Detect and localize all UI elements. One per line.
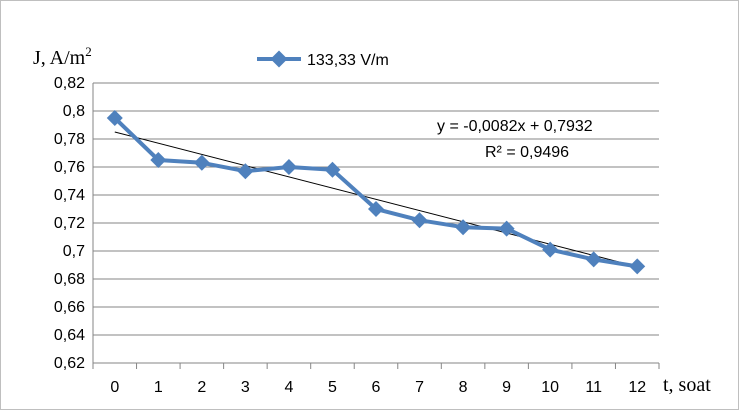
y-tick-label: 0,8 [63, 103, 85, 120]
x-tick-labels: 0 1 2 3 4 5 6 7 8 9 10 11 12 [110, 379, 646, 396]
y-tick-label: 0,72 [54, 215, 85, 232]
y-tick-label: 0,7 [63, 243, 85, 260]
x-axis-title: t, soat [663, 374, 711, 396]
legend-marker [270, 50, 288, 68]
y-tick-label: 0,68 [54, 271, 85, 288]
x-tick-label: 4 [284, 379, 293, 396]
series-group [106, 110, 646, 275]
x-tick-label: 5 [328, 379, 337, 396]
y-axis-title: J, A/m2 [33, 44, 92, 69]
x-tick-label: 11 [585, 379, 602, 396]
x-tick-label: 8 [459, 379, 468, 396]
data-point-marker [193, 154, 210, 171]
x-tick-label: 12 [628, 379, 646, 396]
data-point-marker [324, 161, 341, 178]
data-point-marker [585, 251, 602, 268]
y-tick-label: 0,64 [54, 327, 85, 344]
y-tick-label: 0,78 [54, 131, 85, 148]
x-tick-label: 2 [197, 379, 206, 396]
series-line [113, 116, 638, 269]
trendline-r-squared: R² = 0,9496 [485, 144, 569, 161]
x-tick-label: 7 [415, 379, 424, 396]
y-axis-title-sup: 2 [85, 44, 92, 59]
y-tick-label: 0,74 [54, 187, 85, 204]
data-point-marker [542, 241, 559, 258]
data-point-marker [280, 159, 297, 175]
data-point-marker [368, 201, 384, 217]
x-tick-label: 1 [154, 379, 163, 396]
data-point-marker [150, 152, 167, 168]
gridlines [93, 82, 659, 336]
data-point-marker [106, 110, 123, 126]
y-tick-label: 0,76 [54, 159, 85, 176]
x-tick-label: 10 [541, 379, 559, 396]
data-point-marker [411, 212, 428, 229]
y-tick-labels: 0,62 0,64 0,66 0,68 0,7 0,72 0,74 0,76 0,78 0,8 0,… [54, 75, 85, 372]
x-tick-label: 3 [241, 379, 250, 396]
data-point-marker [498, 220, 515, 237]
axes [92, 83, 660, 369]
data-point-marker [455, 219, 472, 236]
x-tick-label: 0 [110, 379, 119, 396]
x-tick-label: 6 [372, 379, 381, 396]
trendline-equation: y = -0,0082x + 0,7932 [437, 118, 593, 135]
legend: 133,33 V/m [257, 50, 389, 69]
data-point-marker [629, 258, 646, 275]
legend-label: 133,33 V/m [307, 52, 389, 69]
data-point-marker [237, 163, 254, 180]
y-axis-title-main: J, A/m [33, 47, 86, 69]
x-tick-label: 9 [502, 379, 511, 396]
y-tick-label: 0,62 [54, 355, 85, 372]
y-tick-label: 0,66 [54, 299, 85, 316]
y-tick-label: 0,82 [54, 75, 85, 92]
